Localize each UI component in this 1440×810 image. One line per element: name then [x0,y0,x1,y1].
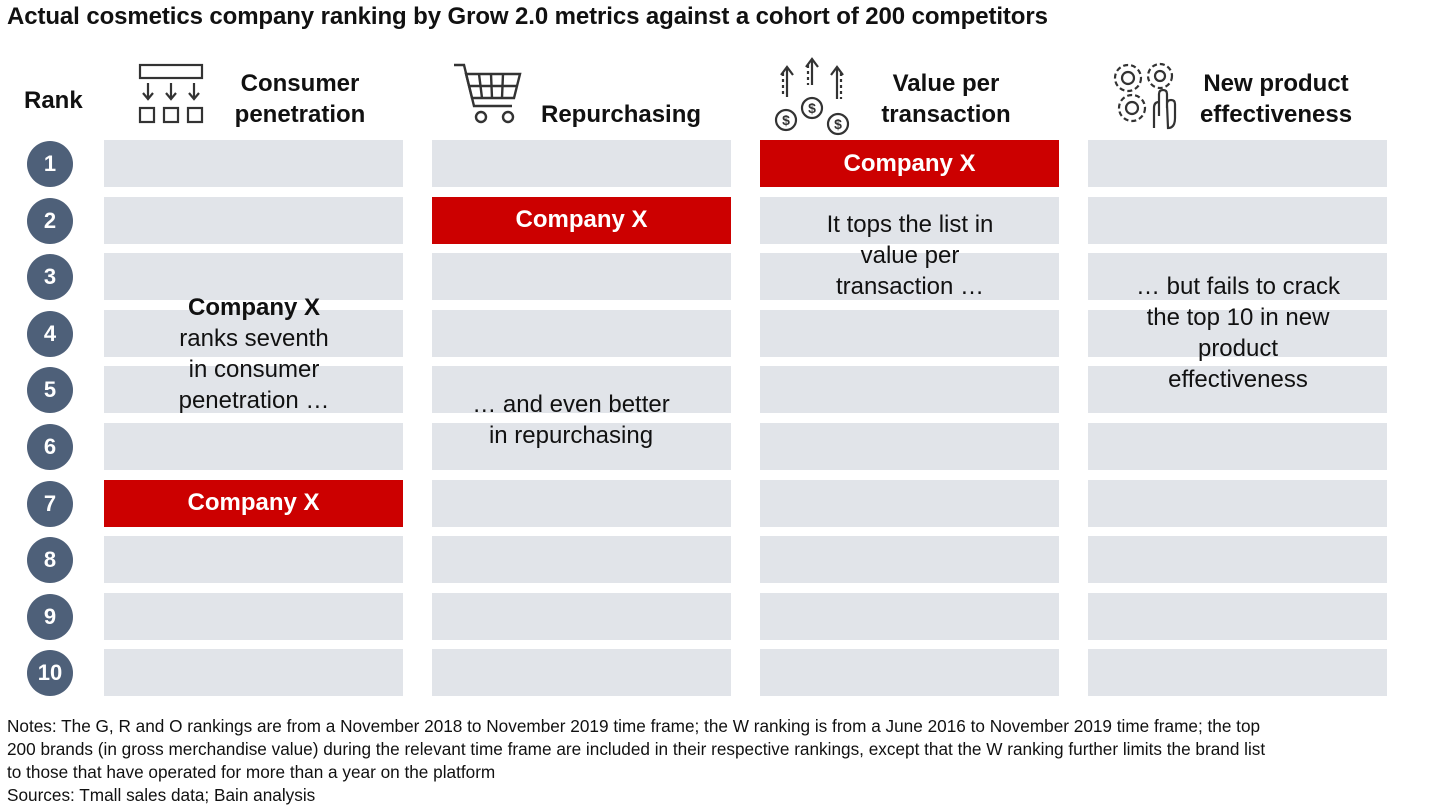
rank-cell [760,366,1059,414]
annotation-line: ranks seventh [179,325,329,352]
rank-cell [104,366,403,414]
rank-number-4: 4 [27,310,73,357]
rank-cell [760,479,1059,527]
rank-cell [1088,592,1387,640]
rank-cell [432,140,731,187]
rank-cell [760,423,1059,470]
column-header-line: effectiveness [1199,101,1353,128]
company-x-highlight-cell: Company X [760,140,1059,187]
annotation-line: Company X [187,294,321,321]
rank-number-9: 9 [27,593,73,640]
notes-line: 200 brands (in gross merchandise value) … [7,739,1266,759]
svg-text:$: $ [834,116,842,132]
column-header-line: Repurchasing [541,101,702,128]
sources-line: Sources: Tmall sales data; Bain analysis [7,785,316,805]
annotation-line: in consumer [188,356,320,383]
column-header-value-per-transaction: Value per transaction [866,68,1026,130]
rank-cell [432,479,731,527]
column-header-line: New product [1203,70,1349,97]
rank-number-10: 10 [27,650,73,697]
column-header-new-product-effectiveness: New product effectiveness [1186,68,1366,130]
rank-cell [104,649,403,697]
annotation-line: in repurchasing [488,422,654,449]
rank-cell [104,196,403,244]
annotation-line: transaction … [835,273,985,300]
company-x-highlight-cell: Company X [432,196,731,244]
annotation-line: effectiveness [1168,366,1308,393]
rank-cell [1088,309,1387,357]
dollar-coins-arrows-icon: $ $ $ [772,55,854,137]
column-header-line: penetration [234,101,366,128]
annotation-line: It tops the list in [826,211,994,238]
rank-cell [760,253,1059,301]
rank-cell [432,423,731,470]
rank-cell [760,309,1059,357]
rank-cell [432,253,731,301]
notes-line: Notes: The G, R and O rankings are from … [7,716,1261,736]
rank-cell [104,536,403,584]
annotation-line: value per [860,242,960,269]
shopping-cart-icon [452,60,524,128]
rank-cell [760,196,1059,244]
rank-cell [432,536,731,584]
rank-cell [432,366,731,414]
rank-cell [1088,366,1387,414]
rank-cell [1088,479,1387,527]
rank-cell [760,592,1059,640]
column-header-line: transaction [881,101,1011,128]
rank-cell [760,649,1059,697]
rank-cell [1088,253,1387,301]
svg-text:$: $ [808,100,816,116]
notes-line: to those that have operated for more tha… [7,762,496,782]
rank-cell [432,592,731,640]
annotation-line: penetration … [178,387,330,414]
rank-cell [1088,423,1387,470]
annotation-value-per-transaction: It tops the list in value per transactio… [760,209,1060,302]
rank-number-5: 5 [27,367,73,414]
rank-cell [104,140,403,187]
rank-cell [104,309,403,357]
funnel-distribution-icon [137,62,205,126]
rank-cell [1088,536,1387,584]
rank-number-6: 6 [27,424,73,470]
column-header-line: Consumer [240,70,360,97]
rank-cell [104,423,403,470]
annotation-new-product-effectiveness: … but fails to crack the top 10 in new p… [1088,271,1388,395]
svg-text:$: $ [782,112,790,128]
annotation-line: product [1197,335,1279,362]
rank-cell [432,649,731,697]
footnotes: Notes: The G, R and O rankings are from … [7,715,1435,807]
rank-cell [760,536,1059,584]
rank-cell [1088,196,1387,244]
column-header-repurchasing: Repurchasing [541,99,701,130]
rank-number-7: 7 [27,480,73,527]
rank-cell [1088,649,1387,697]
rank-number-2: 2 [27,197,73,244]
annotation-consumer-penetration: Company X ranks seventh in consumer pene… [104,292,404,416]
rank-number-8: 8 [27,537,73,584]
annotation-line: … and even better [472,391,670,418]
chart-title: Actual cosmetics company ranking by Grow… [7,3,1048,30]
column-header-line: Value per [892,70,1000,97]
annotation-line: the top 10 in new [1146,304,1330,331]
company-x-highlight-cell: Company X [104,479,403,527]
annotation-line: … but fails to crack [1135,273,1341,300]
rank-number-1: 1 [27,141,73,187]
rank-cell [1088,140,1387,187]
annotation-repurchasing: … and even better in repurchasing [421,389,721,451]
rank-cell [104,592,403,640]
rank-cell [104,253,403,301]
gears-hand-icon [1108,58,1182,132]
rank-number-3: 3 [27,254,73,301]
rank-cell [432,309,731,357]
column-header-consumer-penetration: Consumer penetration [218,68,382,130]
rank-header: Rank [24,87,83,114]
